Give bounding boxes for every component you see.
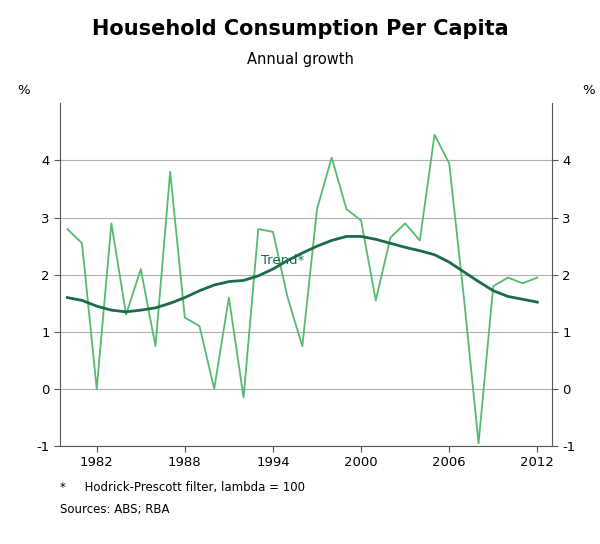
Text: Sources: ABS; RBA: Sources: ABS; RBA: [60, 503, 170, 516]
Text: Trend*: Trend*: [261, 255, 305, 268]
Text: Household Consumption Per Capita: Household Consumption Per Capita: [92, 19, 508, 39]
Text: Annual growth: Annual growth: [247, 52, 353, 67]
Text: *     Hodrick-Prescott filter, lambda = 100: * Hodrick-Prescott filter, lambda = 100: [60, 481, 305, 494]
Text: %: %: [17, 84, 29, 96]
Text: %: %: [583, 84, 595, 96]
